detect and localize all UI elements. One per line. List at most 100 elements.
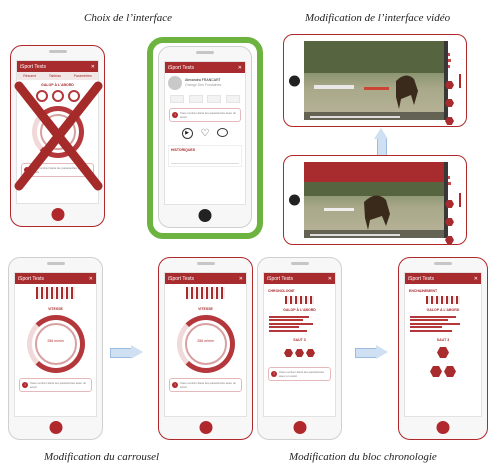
mini-gauges xyxy=(17,90,98,102)
hexagon-icon[interactable] xyxy=(295,349,304,357)
alert-box: !Vous rentrez dans les paramètres avec u… xyxy=(169,108,241,122)
gauge-value: 256 m/min xyxy=(47,339,64,344)
action-icons: ▶ ♡ xyxy=(165,128,245,139)
hexagon-icon[interactable] xyxy=(445,200,454,208)
metric-rows xyxy=(405,312,481,335)
phone-carousel-before: iSport Tests ✕ VITESSE 256 m/min ! Vous re… xyxy=(8,257,103,440)
hexagon-icon[interactable] xyxy=(445,236,454,244)
arrow-up-icon xyxy=(374,128,388,156)
speed-gauge xyxy=(31,106,84,158)
app-title: iSport Tests xyxy=(168,64,195,71)
warning-icon: ! xyxy=(271,371,277,377)
home-button[interactable] xyxy=(198,209,212,222)
hexagon-icon[interactable] xyxy=(306,349,315,357)
phone-screen: iSport Tests ✕ CHRONOLOGIE GALOP À L'ABOR… xyxy=(263,272,336,417)
timeline-bars[interactable] xyxy=(264,296,335,304)
alert-text: Vous rentrez dans les paramètres avec un… xyxy=(180,381,237,389)
video-side-panel xyxy=(444,41,454,125)
phone-screen: iSport Tests ✕ VITESSE 256 m/min ! Vous re… xyxy=(14,272,97,417)
stats-row xyxy=(168,95,242,103)
app-header: iSport Tests ✕ xyxy=(15,273,96,284)
section-title: VITESSE xyxy=(198,307,213,311)
galop-title: GALOP À L'ABORD xyxy=(283,308,316,312)
phone-carousel-after: iSport Tests ✕ VITESSE 256 m/min ! Vous re… xyxy=(158,257,253,440)
phone-video-original xyxy=(283,155,467,245)
alert-box: !Vous rentrez dans les paramètres avec u… xyxy=(19,378,92,392)
chat-icon[interactable] xyxy=(217,128,229,137)
phone-screen: iSport Tests ✕ Résumé Tableau Paramètres … xyxy=(16,60,99,204)
carousel-bars[interactable] xyxy=(165,287,246,299)
speaker xyxy=(196,262,215,265)
app-title: iSport Tests xyxy=(18,275,45,282)
alert-text: Vous rentrez dans les paramètres avec un… xyxy=(279,370,324,378)
hexagon-icon[interactable] xyxy=(445,99,454,107)
caption-modification-video: Modification de l’interface vidéo xyxy=(305,12,451,24)
hexagon-icon[interactable] xyxy=(430,366,442,377)
profile-sub: Orange Des Fondaines xyxy=(185,83,222,87)
arrow-right-icon xyxy=(110,345,144,359)
saut-title: SAUT 3 xyxy=(436,338,450,342)
play-icon[interactable]: ▶ xyxy=(181,128,193,139)
timeline-bars[interactable] xyxy=(405,296,481,304)
alert-box: !Vous rentrez dans les paramètres avec u… xyxy=(268,367,331,381)
hexagon-icon[interactable] xyxy=(445,117,454,125)
hexagon-icon[interactable] xyxy=(445,81,454,89)
carousel-bars[interactable] xyxy=(15,287,96,299)
caption-modification-chronologie: Modification du bloc chronologie xyxy=(289,451,437,463)
speaker xyxy=(46,262,65,265)
close-icon[interactable]: ✕ xyxy=(238,275,243,282)
close-icon[interactable]: ✕ xyxy=(327,275,332,282)
home-button[interactable] xyxy=(436,421,450,434)
tab-tableau[interactable]: Tableau xyxy=(48,74,62,78)
speed-gauge: 256 m/min xyxy=(26,315,85,373)
profile-name: Alexandra FRANCART xyxy=(185,78,221,82)
close-icon[interactable]: ✕ xyxy=(90,63,95,70)
mini-gauge xyxy=(35,90,48,102)
alert-text: Vous rentrez dans les paramètres avec un… xyxy=(180,111,237,119)
history-label: HISTORIQUES xyxy=(171,148,196,152)
home-button[interactable] xyxy=(49,421,62,434)
app-title: iSport Tests xyxy=(408,275,435,282)
close-icon[interactable]: ✕ xyxy=(473,275,478,282)
caption-choix-interface: Choix de l’interface xyxy=(84,12,172,24)
galop-title: GALOP À L'ABORD xyxy=(426,308,460,312)
video-player[interactable] xyxy=(304,162,444,238)
home-button[interactable] xyxy=(199,421,212,434)
phone-screen: iSport Tests ✕ VITESSE 256 m/min ! Vous re… xyxy=(164,272,247,417)
hexagon-icon[interactable] xyxy=(437,347,449,358)
alert-text: Vous rentrez dans les paramètres avec un… xyxy=(30,381,87,389)
warning-icon: ! xyxy=(172,112,178,118)
video-player[interactable] xyxy=(304,41,444,120)
section-title: GALOP À L'ABORD xyxy=(41,83,74,87)
phone-rejected-interface: iSport Tests ✕ Résumé Tableau Paramètres … xyxy=(10,45,105,227)
heart-icon[interactable]: ♡ xyxy=(200,128,210,139)
phone-video-modified xyxy=(283,34,467,127)
section-title: VITESSE xyxy=(48,307,63,311)
profile-block: Alexandra FRANCART Orange Des Fondaines xyxy=(165,73,245,93)
gauge-value: 256 m/min xyxy=(197,339,214,344)
hexagon-group xyxy=(264,344,335,362)
hexagon-icon[interactable] xyxy=(444,366,456,377)
home-button[interactable] xyxy=(289,194,300,206)
warning-icon: ! xyxy=(172,382,178,388)
alert-box: !Vous rentrez dans les paramètres avec u… xyxy=(169,378,242,392)
app-header: iSport Tests ✕ xyxy=(165,273,246,284)
app-header: iSport Tests ✕ xyxy=(405,273,481,284)
hexagon-icon[interactable] xyxy=(284,349,293,357)
tab-resume[interactable]: Résumé xyxy=(23,74,37,78)
hexagon-group xyxy=(405,364,481,382)
hexagon-icon[interactable] xyxy=(445,218,454,226)
home-button[interactable] xyxy=(51,208,64,221)
enchainement-title: ENCHAINEMENT xyxy=(409,289,438,293)
avatar xyxy=(168,76,182,90)
home-button[interactable] xyxy=(289,75,300,86)
tab-parametres[interactable]: Paramètres xyxy=(73,74,92,78)
app-title: iSport Tests xyxy=(168,275,195,282)
close-icon[interactable]: ✕ xyxy=(88,275,93,282)
close-icon[interactable]: ✕ xyxy=(237,64,242,71)
home-button[interactable] xyxy=(293,421,306,434)
phone-screen: iSport Tests ✕ Alexandra FRANCART Orange … xyxy=(164,61,246,205)
phone-chronology-after: iSport Tests ✕ ENCHAINEMENT GALOP À L'ABO… xyxy=(398,257,488,440)
warning-icon: ! xyxy=(22,382,28,388)
mini-gauge xyxy=(67,90,80,102)
